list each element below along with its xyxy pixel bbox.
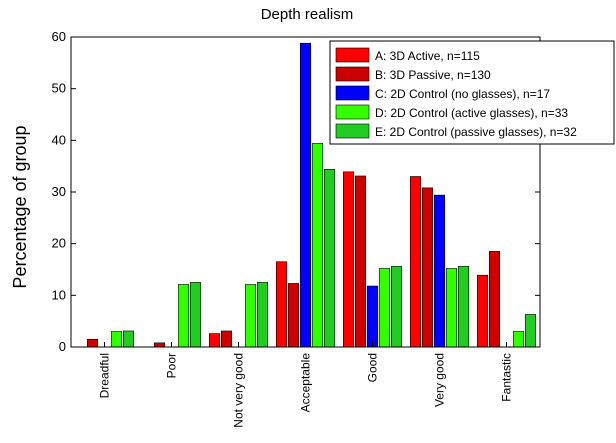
- bar: [512, 331, 525, 348]
- bar: [421, 187, 434, 348]
- legend-swatch: [335, 85, 370, 101]
- bar: [457, 266, 470, 348]
- bar: [390, 266, 403, 348]
- bar: [311, 143, 324, 348]
- bar: [366, 285, 379, 348]
- bar: [445, 268, 458, 348]
- bar: [342, 171, 355, 348]
- x-tick-label: Very good: [433, 353, 447, 407]
- bar: [287, 283, 300, 348]
- x-tick-label: Not very good: [232, 353, 246, 428]
- legend-swatch: [335, 66, 370, 82]
- legend-label: E: 2D Control (passive glasses), n=32: [375, 125, 577, 139]
- bar: [378, 268, 391, 348]
- legend-box: [329, 40, 615, 145]
- x-tick-label: Dreadful: [98, 353, 112, 398]
- bar: [409, 176, 422, 348]
- legend-swatch: [335, 123, 370, 139]
- bars-layer: [86, 42, 537, 348]
- bar: [299, 42, 312, 348]
- bar: [354, 175, 367, 348]
- legend-label: A: 3D Active, n=115: [375, 49, 480, 63]
- bar: [177, 284, 190, 348]
- bar: [153, 342, 166, 348]
- y-tick-label: 20: [52, 236, 66, 251]
- legend-swatch: [335, 47, 370, 63]
- bar: [488, 251, 501, 348]
- chart-title: Depth realism: [261, 6, 354, 23]
- x-tick-label: Acceptable: [299, 353, 313, 413]
- y-tick-label: 40: [52, 132, 66, 147]
- bar: [524, 314, 537, 348]
- legend-label: B: 3D Passive, n=130: [375, 68, 491, 82]
- bar: [86, 338, 99, 348]
- y-tick-label: 0: [59, 339, 66, 354]
- y-tick-label: 10: [52, 287, 66, 302]
- legend-label: D: 2D Control (active glasses), n=33: [375, 106, 568, 120]
- bar: [189, 282, 202, 348]
- bar: [244, 284, 257, 348]
- bar: [275, 261, 288, 348]
- x-tick-label: Poor: [165, 353, 179, 378]
- bar: [122, 330, 135, 348]
- legend-label: C: 2D Control (no glasses), n=17: [375, 87, 550, 101]
- x-tick-label: Good: [366, 353, 380, 382]
- x-axis: Dreadful Poor Not very good Acceptable Good V…: [98, 342, 514, 428]
- bar: [476, 274, 489, 348]
- y-tick-label: 30: [52, 184, 66, 199]
- legend-swatch: [335, 104, 370, 120]
- y-axis-label: Percentage of group: [10, 125, 30, 288]
- bar: [433, 194, 446, 348]
- y-tick-label: 60: [52, 29, 66, 44]
- y-axis: 0 10 20 30 40 50 60: [52, 29, 540, 354]
- y-tick-label: 50: [52, 81, 66, 96]
- bar: [323, 168, 336, 348]
- bar: [110, 331, 123, 348]
- x-tick-label: Fantastic: [500, 353, 514, 402]
- bar: [208, 333, 221, 348]
- bar: [256, 282, 269, 348]
- legend: A: 3D Active, n=115 B: 3D Passive, n=130 C…: [329, 40, 615, 145]
- bar: [220, 330, 233, 348]
